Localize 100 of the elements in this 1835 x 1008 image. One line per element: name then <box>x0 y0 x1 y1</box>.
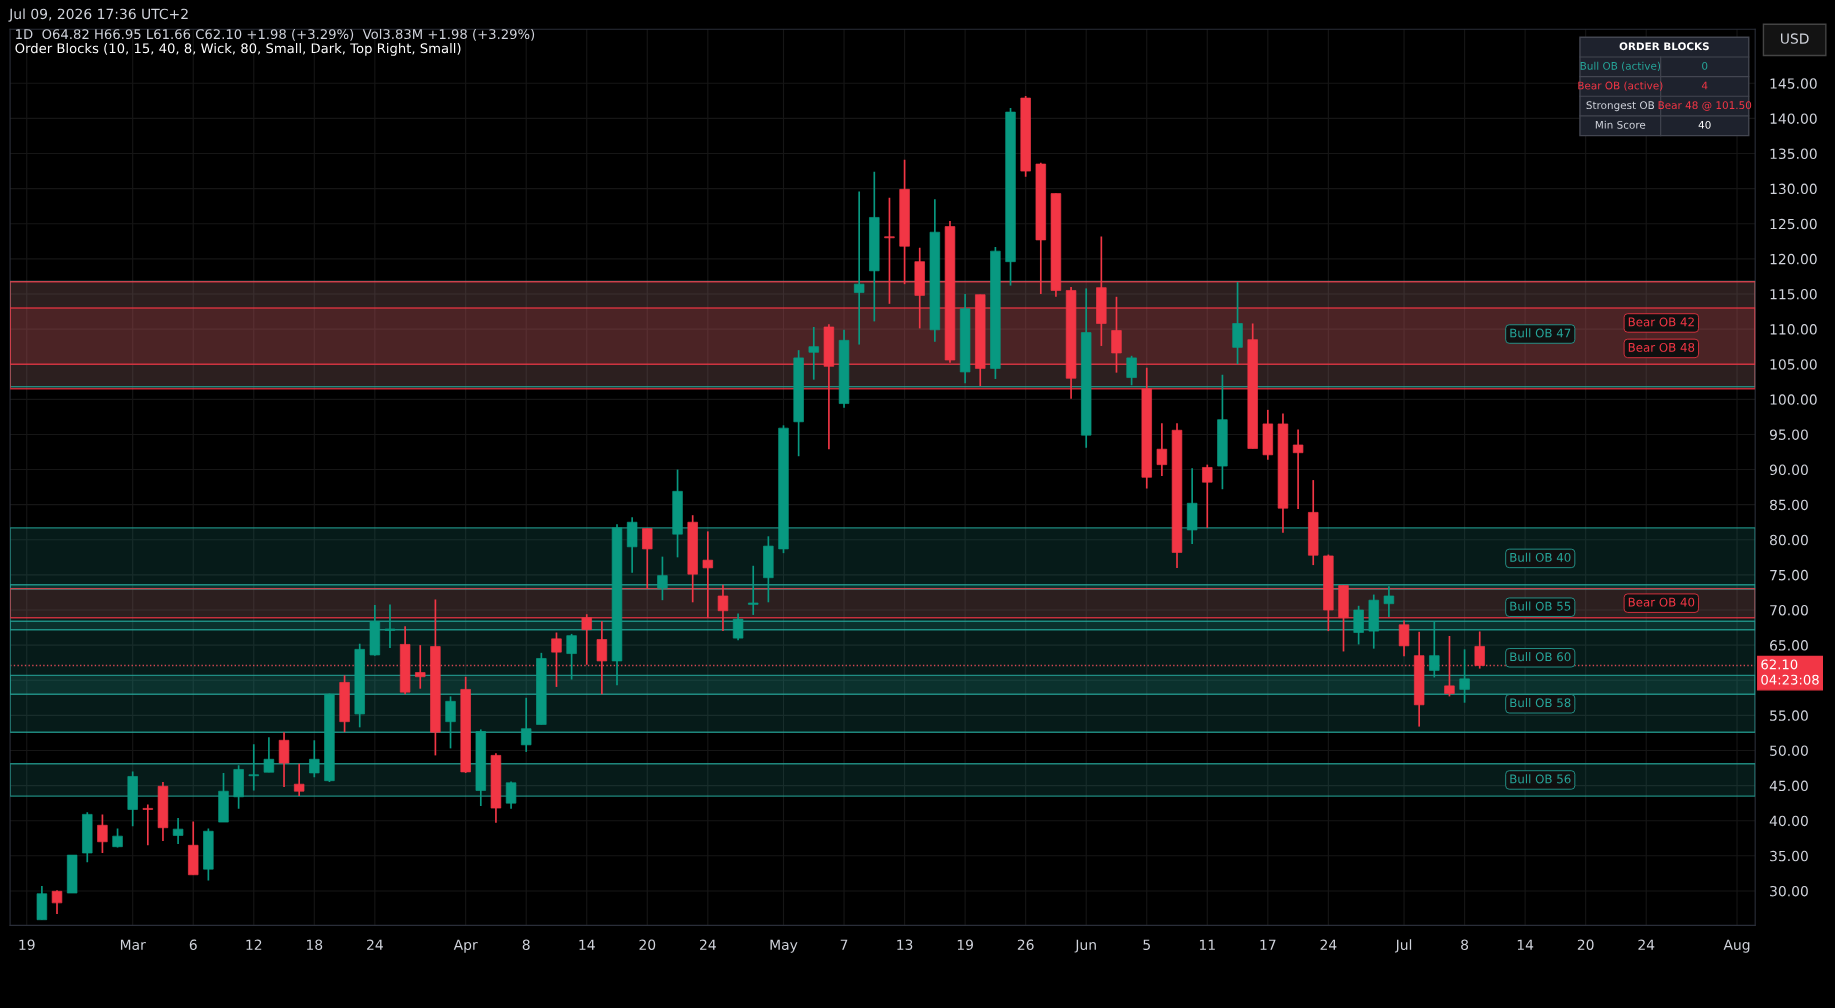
x-tick-label: 26 <box>1017 939 1034 950</box>
x-tick-label: 24 <box>1638 939 1655 950</box>
x-tick-label: 6 <box>189 939 197 950</box>
annotation: Min Score <box>1595 120 1646 129</box>
candlestick <box>1459 648 1470 704</box>
y-tick-label: 80.00 <box>1770 534 1808 546</box>
y-tick-label: 95.00 <box>1769 429 1808 440</box>
x-tick-label: 11 <box>1199 939 1215 950</box>
x-tick-label: 14 <box>579 939 595 950</box>
candlestick <box>97 813 108 854</box>
candlestick <box>566 633 577 681</box>
annotation: Bull OB (active) <box>1580 61 1661 72</box>
y-tick-label: 50.00 <box>1770 745 1808 756</box>
candlestick <box>748 564 759 616</box>
candlestick <box>657 555 668 602</box>
text: Jul 09, 2026 17:36 UTC+2 <box>8 8 188 22</box>
y-tick-label: 120.00 <box>1770 253 1817 265</box>
x-tick-label: Apr <box>453 939 478 953</box>
candlestick <box>142 803 154 847</box>
x-tick-label: 19 <box>957 939 973 950</box>
y-tick-label: 75.00 <box>1770 569 1808 581</box>
annotation: ORDER BLOCKS <box>1619 42 1709 51</box>
x-tick-label: 24 <box>700 939 716 950</box>
candlestick <box>1429 620 1440 679</box>
band-label: Bear OB 48 <box>1628 342 1695 352</box>
y-tick-label: 35.00 <box>1770 850 1808 862</box>
x-tick-label: 19 <box>19 939 35 950</box>
candlestick <box>445 695 456 750</box>
y-tick-label: 125.00 <box>1770 218 1817 230</box>
candlestick <box>293 762 305 797</box>
x-tick-label: 24 <box>367 939 383 950</box>
x-tick-label: 17 <box>1260 939 1276 950</box>
candlestick <box>1353 604 1364 646</box>
candlestick <box>732 612 744 642</box>
text: Order Blocks (10, 15, 40, 8, Wick, 80, Small, Dark, Top Right, Small) <box>15 43 461 56</box>
candlestick <box>172 817 184 845</box>
annotation: 4 <box>1701 81 1708 90</box>
y-tick-label: 45.00 <box>1769 780 1808 792</box>
x-tick-label: 20 <box>639 939 656 950</box>
y-tick-label: 55.00 <box>1770 710 1808 721</box>
candlestick <box>278 731 290 788</box>
x-tick-label: 18 <box>307 939 323 950</box>
band-label: Bull OB 55 <box>1510 601 1571 611</box>
band-label: Bear OB 40 <box>1628 597 1695 607</box>
x-tick-label: Mar <box>120 939 146 950</box>
candlestick <box>248 743 259 792</box>
y-tick-label: 145.00 <box>1770 78 1817 89</box>
y-tick-label: 105.00 <box>1770 359 1817 370</box>
candlestick <box>1126 354 1137 387</box>
y-tick-label: 130.00 <box>1770 183 1817 195</box>
x-tick-label: 7 <box>840 939 848 950</box>
candlestick <box>505 780 517 810</box>
candlestick <box>1202 463 1213 529</box>
y-tick-label: 65.00 <box>1770 640 1808 651</box>
candlestick <box>1398 619 1410 658</box>
candlestick <box>1292 428 1304 510</box>
band-label: Bear OB 42 <box>1628 317 1694 327</box>
candlestick <box>309 739 320 778</box>
x-tick-label: Aug <box>1723 939 1750 953</box>
ref-line-label: 62.10 04:23:08 <box>1761 659 1819 685</box>
y-tick-label: 90.00 <box>1769 464 1808 476</box>
candlestick <box>853 190 865 346</box>
annotation: 0 <box>1702 61 1708 70</box>
x-tick-label: Jun <box>1074 939 1096 953</box>
y-tick-label: 110.00 <box>1770 324 1817 335</box>
y-tick-label: 100.00 <box>1770 394 1817 405</box>
candlestick <box>1232 281 1243 366</box>
x-tick-label: 8 <box>522 939 530 950</box>
candlestick <box>263 736 275 774</box>
text: USD <box>1781 33 1809 44</box>
y-tick-label: 135.00 <box>1770 148 1817 160</box>
candlestick <box>521 696 532 753</box>
annotation: Strongest OB <box>1586 101 1655 112</box>
x-tick-label: 5 <box>1143 939 1150 950</box>
y-tick-label: 30.00 <box>1770 885 1808 897</box>
annotation: Bear 48 @ 101.50 <box>1658 101 1752 111</box>
x-tick-label: 12 <box>246 939 262 950</box>
candlestick <box>1383 585 1395 618</box>
y-tick-label: 140.00 <box>1770 113 1817 124</box>
band-label: Bull OB 60 <box>1510 652 1571 662</box>
band-label: Bull OB 47 <box>1510 328 1571 338</box>
candlestick <box>384 603 396 649</box>
x-tick-label: Jul <box>1394 939 1412 953</box>
x-tick-label: 20 <box>1577 939 1594 950</box>
x-tick-label: 24 <box>1320 939 1337 950</box>
y-tick-label: 40.00 <box>1769 815 1808 827</box>
y-tick-label: 85.00 <box>1770 499 1808 511</box>
band-label: Bull OB 40 <box>1510 552 1571 562</box>
y-tick-label: 70.00 <box>1770 604 1808 616</box>
candlestick <box>1156 422 1168 477</box>
x-tick-label: 8 <box>1461 939 1469 950</box>
chart-title: 1D O64.82 H66.95 L61.66 C62.10 +1.98 (+3.29%) Vol3.83M +1.98 (+3.29%) <box>16 28 535 41</box>
candlestick <box>51 889 63 915</box>
y-tick-label: 115.00 <box>1770 288 1817 300</box>
band-label: Bull OB 56 <box>1510 774 1571 784</box>
annotation: Bear OB (active) <box>1578 81 1663 91</box>
candlestick <box>808 326 819 381</box>
x-tick-label: 13 <box>897 939 913 950</box>
annotation: 40 <box>1698 120 1711 129</box>
x-tick-label: 14 <box>1517 939 1534 950</box>
